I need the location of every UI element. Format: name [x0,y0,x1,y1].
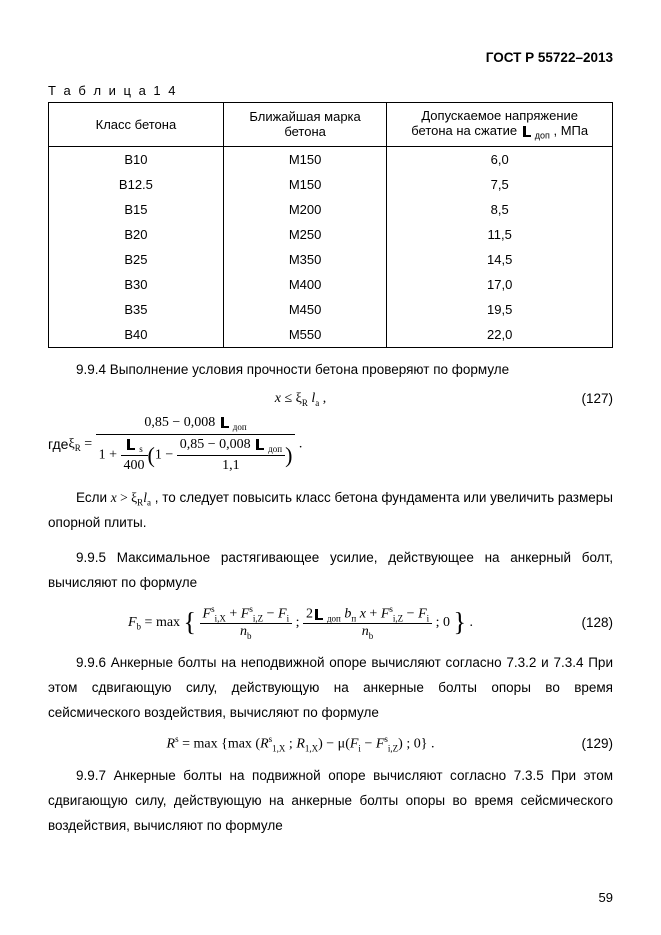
cell: B30 [49,272,224,297]
eq127-number: (127) [553,391,613,406]
table-label: Т а б л и ц а 1 4 [48,83,613,98]
cell: B25 [49,247,224,272]
eq129-number: (129) [553,736,613,751]
para-994: 9.9.4 Выполнение условия прочности бетон… [48,358,613,383]
col2-l1: Допускаемое напряжение [421,108,578,123]
cell: 22,0 [387,322,613,348]
cell: 6,0 [387,146,613,172]
cell: М250 [223,222,387,247]
table-row: B35М45019,5 [49,297,613,322]
cell: B15 [49,197,224,222]
p995-text: 9.9.5 Максимальное растягивающее усилие,… [48,550,613,590]
cell: B12.5 [49,172,224,197]
cell: М150 [223,146,387,172]
cell: 8,5 [387,197,613,222]
table-row: B10М1506,0 [49,146,613,172]
sigma-sub: доп [535,131,550,141]
table-row: B15М2008,5 [49,197,613,222]
cell: М150 [223,172,387,197]
where-label: где [48,435,68,455]
col-header-stress: Допускаемое напряжение бетона на сжатие … [387,103,613,147]
eq127-body: x ≤ ξR la , [48,391,553,408]
xi-formula: ξR = 0,85 − 0,008 доп 1 + s400(1 − 0,85 … [68,413,302,475]
p994-text: 9.9.4 Выполнение условия прочности бетон… [76,362,509,377]
para-if: Если x > ξRla , то следует повысить клас… [48,486,613,536]
cell: B35 [49,297,224,322]
table-row: B25М35014,5 [49,247,613,272]
eq129-body: Rs = max {max (Rs1,X ; R1,X) − μ(Fi − Fs… [48,734,553,753]
cell: 17,0 [387,272,613,297]
cell: B20 [49,222,224,247]
table-row: B30М40017,0 [49,272,613,297]
col-header-class: Класс бетона [49,103,224,147]
cell: М450 [223,297,387,322]
cell: 14,5 [387,247,613,272]
p997-text: 9.9.7 Анкерные болты на подвижной опоре … [48,768,613,833]
cell: B10 [49,146,224,172]
eq128-number: (128) [553,615,613,630]
page-number: 59 [599,890,613,905]
para-995: 9.9.5 Максимальное растягивающее усилие,… [48,546,613,596]
where-clause: где ξR = 0,85 − 0,008 доп 1 + s400(1 − 0… [48,413,613,475]
document-header: ГОСТ Р 55722–2013 [48,50,613,65]
cell: 19,5 [387,297,613,322]
table-row: B12.5М1507,5 [49,172,613,197]
equation-127: x ≤ ξR la , (127) [48,391,613,408]
para-997: 9.9.7 Анкерные болты на подвижной опоре … [48,764,613,839]
cell: 11,5 [387,222,613,247]
cell: М550 [223,322,387,348]
col-header-mark: Ближайшая марка бетона [223,103,387,147]
col2-l2a: бетона на сжатие [411,123,521,138]
sigma-symbol [521,126,535,137]
cell: B40 [49,322,224,348]
table-row: B40М55022,0 [49,322,613,348]
eq128-body: Fb = max { Fsi,X + Fsi,Z − Finb ; 2доп b… [48,604,553,641]
p-if-text: Если x > ξRla , то следует повысить клас… [48,490,613,530]
equation-128: Fb = max { Fsi,X + Fsi,Z − Finb ; 2доп b… [48,604,613,641]
table-header-row: Класс бетона Ближайшая марка бетона Допу… [49,103,613,147]
cell: М400 [223,272,387,297]
equation-129: Rs = max {max (Rs1,X ; R1,X) − μ(Fi − Fs… [48,734,613,753]
cell: 7,5 [387,172,613,197]
table-row: B20М25011,5 [49,222,613,247]
col2-l2b: , МПа [550,123,588,138]
cell: М350 [223,247,387,272]
concrete-table: Класс бетона Ближайшая марка бетона Допу… [48,102,613,348]
para-996: 9.9.6 Анкерные болты на неподвижной опор… [48,651,613,726]
cell: М200 [223,197,387,222]
p996-text: 9.9.6 Анкерные болты на неподвижной опор… [48,655,613,720]
